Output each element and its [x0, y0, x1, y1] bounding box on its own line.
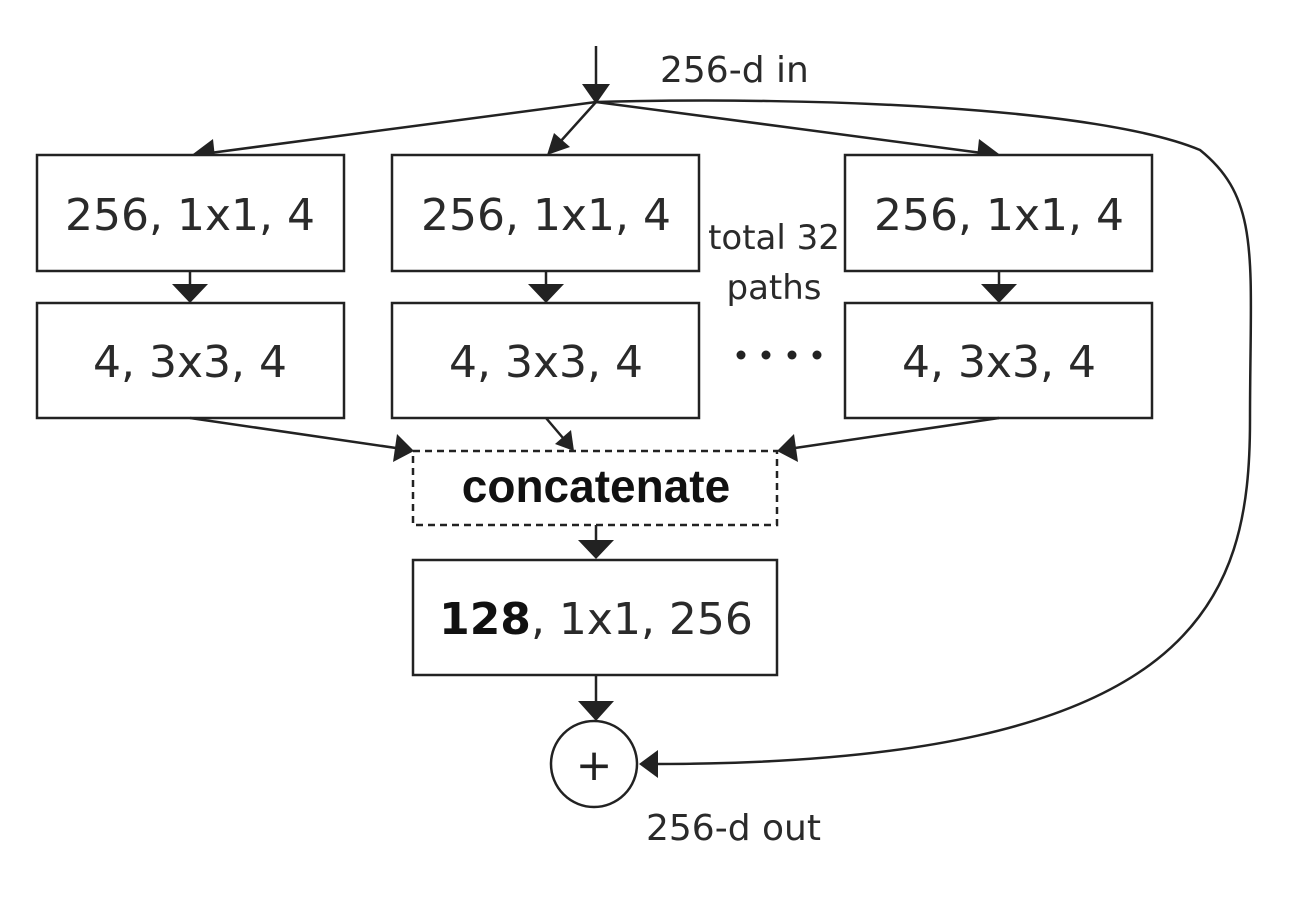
input-arrowhead	[582, 84, 610, 104]
path1-inner-arrowhead	[172, 284, 208, 303]
path2-conv3x3-box	[390, 301, 701, 420]
path2-conv1x1-label: 256, 1x1, 4	[421, 190, 671, 241]
split-line-middle	[559, 101, 597, 143]
path2-conv1x1-box	[390, 153, 701, 273]
merge-line-left	[189, 416, 397, 450]
final-conv-rest-part: , 1x1, 256	[531, 594, 753, 645]
final-conv-label: 128, 1x1, 256	[439, 594, 753, 645]
path2-inner-arrowhead	[528, 284, 564, 303]
merge-line-middle	[545, 417, 564, 439]
merge-line-right	[794, 416, 1000, 450]
paths-note-line2: paths	[726, 268, 821, 308]
concatenate-label: concatenate	[462, 460, 730, 512]
merge-arrowhead-left	[393, 434, 414, 462]
path3-conv3x3-box	[843, 301, 1154, 420]
concatenate-box	[411, 449, 779, 527]
ellipsis-dot-4	[812, 350, 822, 360]
path2-conv3x3-label: 4, 3x3, 4	[449, 337, 643, 388]
merge-arrowhead-right	[777, 434, 798, 462]
sum-node	[549, 719, 639, 809]
path1-conv1x1-label: 256, 1x1, 4	[65, 190, 315, 241]
output-label: 256-d out	[646, 808, 821, 849]
sum-symbol: +	[576, 740, 613, 791]
input-label: 256-d in	[660, 50, 809, 91]
path3-conv1x1-box	[843, 153, 1154, 273]
split-line-left	[209, 100, 597, 155]
concat-to-conv-arrowhead	[578, 540, 614, 559]
merge-arrowhead-middle	[555, 430, 574, 451]
identity-shortcut-arrowhead	[639, 750, 658, 778]
path3-conv1x1-label: 256, 1x1, 4	[874, 190, 1124, 241]
ellipsis-dot-2	[761, 350, 771, 360]
path1-conv3x3-label: 4, 3x3, 4	[93, 337, 287, 388]
path3-inner-arrowhead	[981, 284, 1017, 303]
paths-note-line1: total 32	[708, 218, 840, 258]
ellipsis-dots	[736, 350, 822, 360]
conv-to-sum-arrowhead	[578, 701, 614, 721]
identity-shortcut-path	[595, 99, 1253, 766]
ellipsis-dot-3	[787, 350, 797, 360]
final-conv-box	[411, 558, 779, 677]
path1-conv3x3-box	[35, 301, 346, 420]
final-conv-bold-part: 128	[439, 594, 531, 645]
ellipsis-dot-1	[736, 350, 746, 360]
split-line-right	[595, 100, 983, 155]
split-arrowhead-middle	[547, 133, 570, 155]
path3-conv3x3-label: 4, 3x3, 4	[902, 337, 1096, 388]
